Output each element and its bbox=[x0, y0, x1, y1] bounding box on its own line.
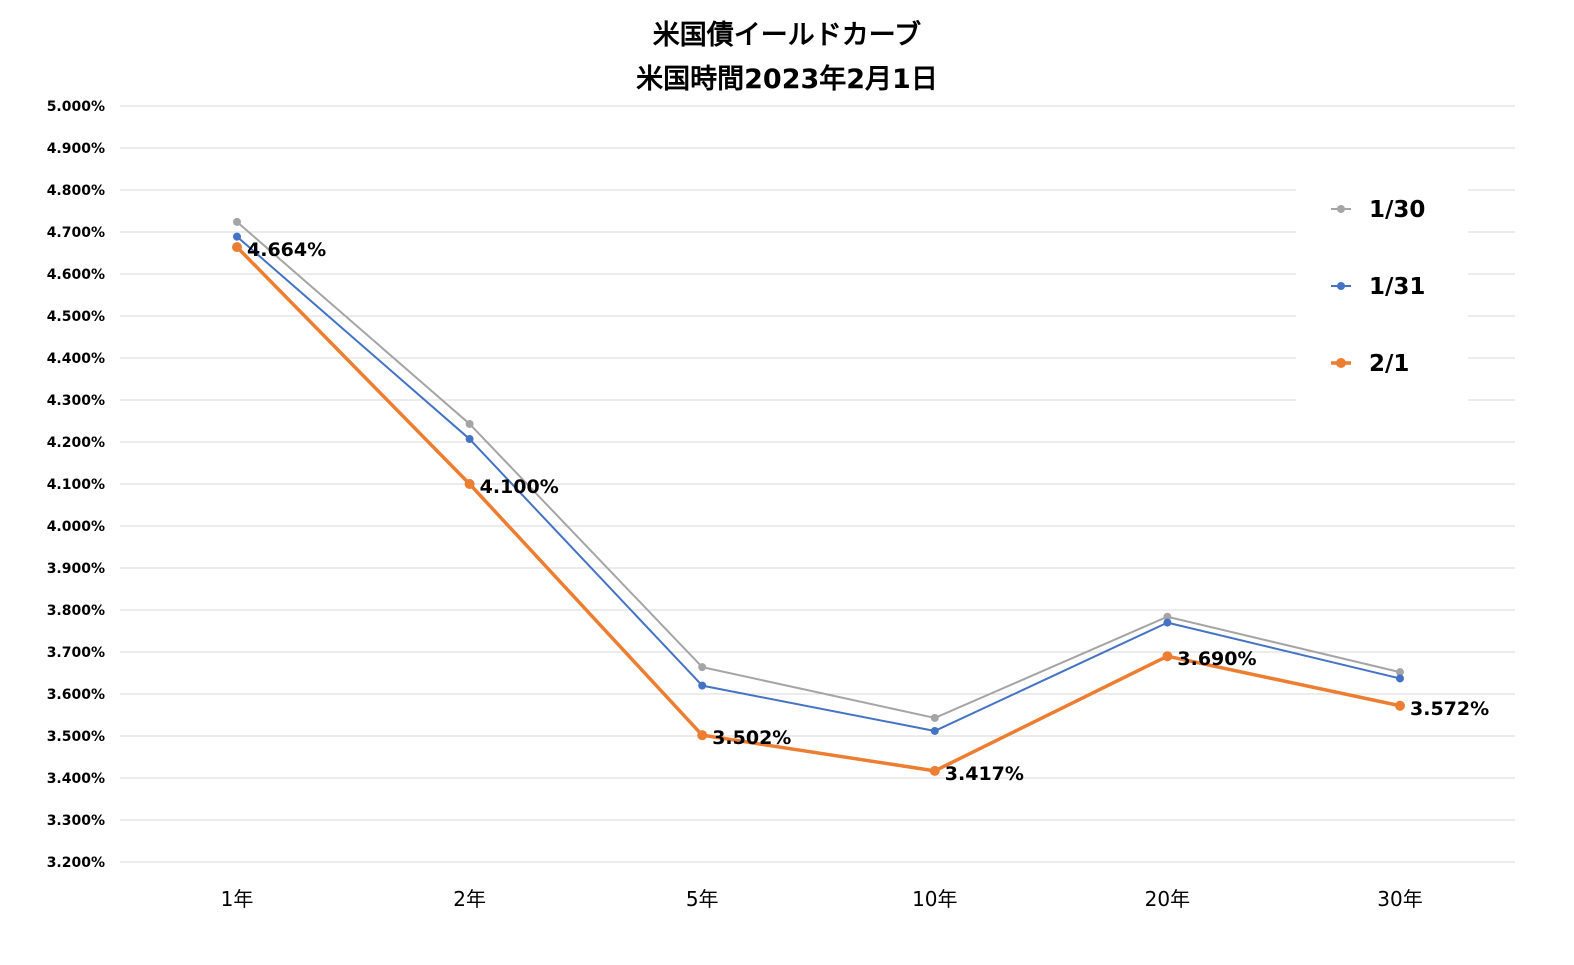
data-point bbox=[930, 713, 939, 722]
data-point bbox=[232, 242, 242, 253]
series-line bbox=[236, 235, 1401, 732]
legend-marker bbox=[1337, 205, 1345, 213]
data-point bbox=[464, 479, 475, 489]
legend-entry: 2/1 bbox=[1331, 351, 1409, 377]
y-tick-label: 3.700% bbox=[47, 645, 105, 661]
y-tick-label: 3.900% bbox=[47, 561, 105, 577]
y-tick-label: 3.800% bbox=[47, 603, 105, 619]
data-point bbox=[697, 730, 708, 741]
y-tick-label: 4.800% bbox=[47, 183, 105, 199]
series-1-30 bbox=[233, 217, 1404, 722]
y-tick-label: 4.100% bbox=[47, 477, 105, 493]
y-tick-label: 3.200% bbox=[47, 855, 105, 871]
y-tick-label: 4.200% bbox=[47, 435, 105, 451]
data-point bbox=[1396, 674, 1404, 683]
legend-label: 2/1 bbox=[1369, 351, 1409, 377]
data-label: 4.664% bbox=[247, 239, 326, 261]
chart-title-line-1: 米国債イールドカーブ bbox=[652, 20, 922, 51]
y-tick-label: 3.300% bbox=[47, 813, 105, 829]
data-point bbox=[1163, 612, 1172, 621]
legend-box bbox=[1296, 178, 1468, 402]
data-point bbox=[698, 681, 707, 690]
y-tick-label: 4.900% bbox=[47, 141, 105, 157]
series-line bbox=[235, 245, 1401, 773]
legend-marker bbox=[1336, 358, 1346, 368]
data-point bbox=[929, 765, 940, 776]
y-tick-label: 4.600% bbox=[47, 267, 105, 283]
data-point bbox=[233, 217, 241, 226]
x-tick-label: 2年 bbox=[453, 887, 486, 911]
series-1-31 bbox=[233, 232, 1404, 735]
x-tick-label: 5年 bbox=[686, 887, 719, 911]
y-tick-label: 5.000% bbox=[47, 99, 105, 115]
x-tick-label: 20年 bbox=[1145, 887, 1190, 911]
y-tick-label: 3.500% bbox=[47, 729, 105, 745]
y-axis-ticks: 3.200% 3.300% 3.400% 3.500% 3.600% 3.700% 3.80… bbox=[47, 99, 105, 871]
data-label: 3.417% bbox=[945, 763, 1024, 785]
data-point bbox=[1163, 618, 1172, 627]
data-point bbox=[465, 435, 474, 444]
y-tick-label: 3.600% bbox=[47, 687, 105, 703]
data-labels: 4.664% 4.100% 3.502% 3.417% 3.690% 3.572% bbox=[247, 239, 1489, 785]
series-2-1 bbox=[232, 242, 1405, 776]
legend: 1/30 1/31 2/1 bbox=[1296, 178, 1468, 402]
legend-marker bbox=[1337, 282, 1345, 290]
y-tick-label: 3.400% bbox=[47, 771, 105, 787]
series-lines bbox=[232, 217, 1405, 776]
x-tick-label: 10年 bbox=[912, 887, 957, 911]
legend-entry: 1/31 bbox=[1331, 274, 1425, 300]
data-point bbox=[930, 726, 939, 735]
data-point bbox=[1395, 700, 1405, 711]
series-line bbox=[236, 221, 1401, 719]
y-tick-label: 4.400% bbox=[47, 351, 105, 367]
data-point bbox=[1162, 651, 1173, 662]
data-point bbox=[698, 663, 707, 672]
y-tick-label: 4.500% bbox=[47, 309, 105, 325]
legend-label: 1/30 bbox=[1369, 197, 1425, 223]
y-tick-label: 4.300% bbox=[47, 393, 105, 409]
y-tick-label: 4.000% bbox=[47, 519, 105, 535]
chart-title: 米国債イールドカーブ 米国時間2023年2月1日 bbox=[0, 14, 1574, 102]
chart-title-line-2: 米国時間2023年2月1日 bbox=[636, 64, 938, 95]
gridlines bbox=[120, 105, 1515, 863]
x-tick-label: 30年 bbox=[1377, 887, 1422, 911]
legend-label: 1/31 bbox=[1369, 274, 1425, 300]
data-label: 3.690% bbox=[1177, 648, 1256, 670]
x-axis-ticks: 1年 2年 5年 10年 20年 30年 bbox=[221, 887, 1423, 911]
x-tick-label: 1年 bbox=[221, 887, 254, 911]
data-point bbox=[1396, 668, 1404, 677]
data-label: 3.572% bbox=[1410, 698, 1489, 720]
legend-entry: 1/30 bbox=[1331, 197, 1425, 223]
y-tick-label: 4.700% bbox=[47, 225, 105, 241]
data-label: 4.100% bbox=[480, 476, 559, 498]
data-point bbox=[233, 232, 241, 241]
data-point bbox=[465, 419, 474, 428]
data-label: 3.502% bbox=[712, 727, 791, 749]
